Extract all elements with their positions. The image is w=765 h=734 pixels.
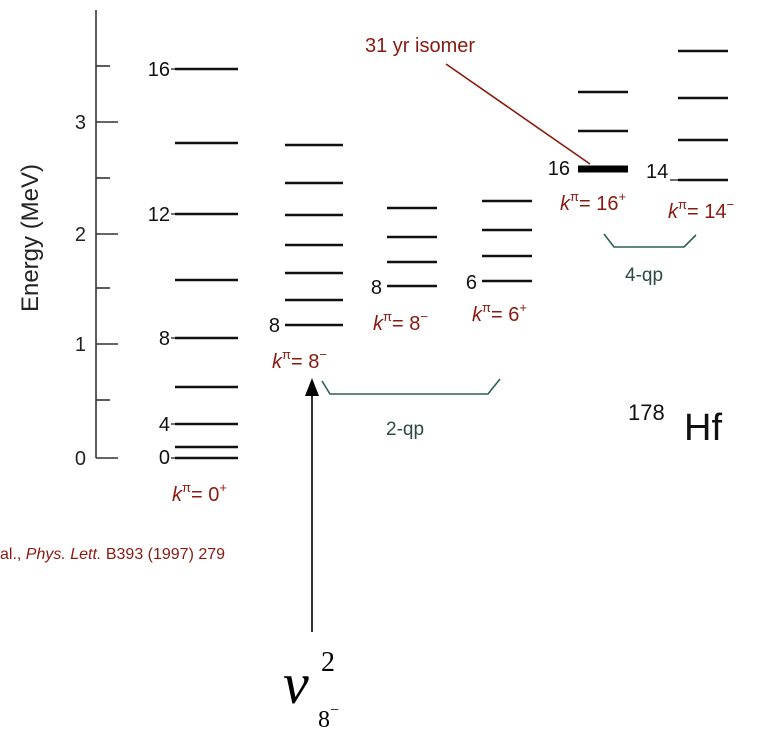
spin-label: 0 (159, 447, 170, 469)
four-qp-bracket (603, 233, 697, 248)
spin-label: 12 (148, 204, 170, 226)
band-k-label-0plus: kπ= 0+ (172, 480, 227, 506)
spin-label: 8 (269, 315, 280, 337)
spin-label: 16 (548, 158, 570, 180)
spin-label: 14 (646, 161, 668, 183)
band-k-label-8minus: kπ= 8− (272, 347, 327, 373)
spin-label: 4 (159, 414, 170, 436)
isomer-label: 31 yr isomer (365, 35, 475, 57)
nucleus-symbol: Hf (684, 407, 722, 449)
axis-tick-label: 3 (75, 112, 86, 134)
ground-band-levels (175, 67, 238, 460)
band-8minus-levels (285, 143, 343, 327)
band-14minus-levels (678, 49, 728, 182)
spin-label: 8 (159, 328, 170, 350)
arrow-head-icon (305, 378, 319, 396)
spin-label: 6 (466, 272, 477, 294)
nucleus-mass-number: 178 (628, 400, 665, 425)
spin-label: 8 (371, 277, 382, 299)
nu-symbol: ν (283, 651, 309, 716)
band-k-label-14minus: kπ= 14− (668, 197, 734, 223)
four-qp-label: 4-qp (625, 265, 663, 286)
citation: al., Phys. Lett. B393 (1997) 279 (0, 546, 225, 563)
band-k-label-6plus: kπ= 6+ (472, 300, 527, 326)
spin-label: 16 (148, 59, 170, 81)
band-6plus-levels (482, 199, 532, 283)
band-8minus-b-levels (387, 206, 437, 288)
nu-superscript: 2 (321, 647, 335, 678)
two-qp-label: 2-qp (386, 419, 424, 440)
nu-subscript: 8− (318, 702, 339, 733)
band-k-label-16plus: kπ= 16+ (560, 189, 626, 215)
axis-tick-label: 2 (75, 224, 86, 246)
band-16plus-levels (578, 90, 628, 173)
energy-axis-title: Energy (MeV) (17, 164, 44, 312)
axis-tick-label: 1 (75, 334, 86, 356)
two-qp-bracket (321, 378, 501, 395)
isomer-pointer-line (445, 63, 591, 165)
axis-tick-label: 0 (75, 448, 86, 470)
band-k-label-8minus-b: kπ= 8− (373, 309, 428, 335)
